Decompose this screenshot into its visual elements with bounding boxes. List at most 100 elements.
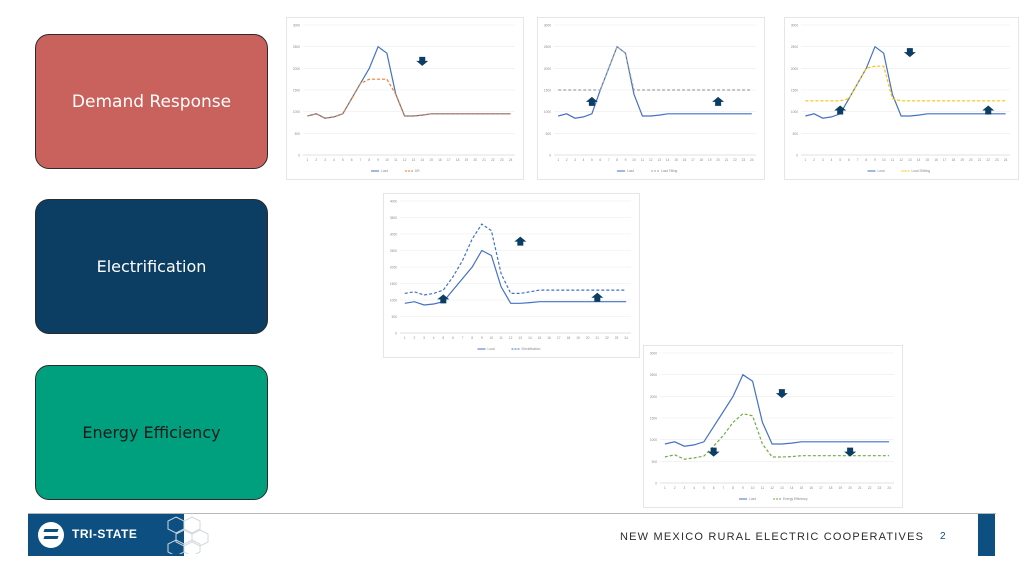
x-tick-label: 21	[725, 158, 729, 162]
x-tick-label: 13	[908, 158, 912, 162]
x-tick-label: 19	[576, 336, 580, 340]
series-line	[805, 65, 1006, 102]
arrow-up-icon	[834, 105, 847, 115]
y-tick-label: 1500	[544, 89, 551, 93]
y-tick-label: 1000	[650, 438, 657, 442]
y-tick-label: 2000	[293, 67, 300, 71]
x-tick-label: 23	[995, 158, 999, 162]
legend-label: Energy Efficiency	[783, 497, 808, 501]
x-tick-label: 8	[368, 158, 370, 162]
x-tick-label: 22	[491, 158, 495, 162]
series-line	[664, 373, 890, 447]
x-tick-label: 23	[500, 158, 504, 162]
x-tick-label: 14	[528, 336, 532, 340]
x-tick-label: 17	[557, 336, 561, 340]
x-tick-label: 2	[414, 336, 416, 340]
x-tick-label: 11	[761, 486, 765, 490]
x-tick-label: 21	[858, 486, 862, 490]
x-tick-label: 9	[481, 336, 483, 340]
x-tick-label: 23	[742, 158, 746, 162]
electrification-label: Electrification	[96, 257, 207, 276]
y-tick-label: 1500	[390, 282, 397, 286]
x-tick-label: 8	[865, 158, 867, 162]
x-tick-label: 1	[307, 158, 309, 162]
x-tick-label: 14	[666, 158, 670, 162]
x-tick-label: 18	[829, 486, 833, 490]
x-tick-label: 14	[790, 486, 794, 490]
x-tick-label: 22	[733, 158, 737, 162]
y-tick-label: 2500	[650, 373, 657, 377]
series-line	[307, 78, 511, 119]
arrow-up-icon	[712, 96, 725, 106]
x-tick-label: 19	[839, 486, 843, 490]
x-tick-label: 7	[360, 158, 362, 162]
x-tick-label: 6	[599, 158, 601, 162]
x-tick-label: 24	[887, 486, 891, 490]
series-line	[558, 45, 752, 91]
x-tick-label: 2	[674, 486, 676, 490]
electrification-box[interactable]: Electrification	[35, 199, 268, 334]
x-tick-label: 15	[429, 158, 433, 162]
x-tick-label: 1	[557, 158, 559, 162]
x-tick-label: 17	[943, 158, 947, 162]
y-tick-label: 0	[298, 154, 300, 158]
x-tick-label: 7	[722, 486, 724, 490]
organization-name: NEW MEXICO RURAL ELECTRIC COOPERATIVES	[620, 531, 925, 543]
x-tick-label: 9	[874, 158, 876, 162]
x-tick-label: 9	[377, 158, 379, 162]
x-tick-label: 16	[683, 158, 687, 162]
x-tick-label: 15	[674, 158, 678, 162]
x-tick-label: 16	[809, 486, 813, 490]
y-tick-label: 500	[793, 132, 799, 136]
legend-label: Electrification	[522, 347, 541, 351]
y-tick-label: 1500	[650, 417, 657, 421]
x-tick-label: 7	[608, 158, 610, 162]
x-tick-label: 6	[351, 158, 353, 162]
legend-label: Load	[488, 347, 495, 351]
x-tick-label: 2	[566, 158, 568, 162]
y-tick-label: 500	[295, 132, 301, 136]
x-tick-label: 6	[713, 486, 715, 490]
x-tick-label: 13	[519, 336, 523, 340]
y-tick-label: 0	[395, 332, 397, 336]
demand-response-label: Demand Response	[71, 91, 232, 112]
x-tick-label: 22	[986, 158, 990, 162]
y-tick-label: 1000	[791, 110, 798, 114]
x-tick-label: 16	[934, 158, 938, 162]
x-tick-label: 5	[591, 158, 593, 162]
y-tick-label: 1000	[390, 299, 397, 303]
x-tick-label: 11	[891, 158, 895, 162]
arrow-down-icon	[707, 447, 720, 457]
x-tick-label: 7	[857, 158, 859, 162]
x-tick-label: 11	[499, 336, 503, 340]
x-tick-label: 12	[403, 158, 407, 162]
footer-accent-bar	[978, 514, 995, 556]
y-tick-label: 3000	[390, 233, 397, 237]
x-tick-label: 17	[691, 158, 695, 162]
electrification-chart: 0 500 1000 1500 2000 2500 3000 3500 4000 1 2 3 4 5 6 7 8…	[383, 193, 640, 358]
x-tick-label: 16	[438, 158, 442, 162]
x-tick-label: 11	[641, 158, 645, 162]
x-tick-label: 11	[394, 158, 398, 162]
footer-divider	[28, 513, 996, 514]
x-tick-label: 20	[848, 486, 852, 490]
energy-efficiency-box[interactable]: Energy Efficiency	[35, 365, 268, 500]
x-tick-label: 23	[878, 486, 882, 490]
y-tick-label: 3000	[293, 24, 300, 28]
legend-label: Load	[878, 169, 885, 173]
energy-efficiency-label: Energy Efficiency	[82, 423, 221, 442]
series-line	[307, 45, 511, 119]
x-tick-label: 20	[969, 158, 973, 162]
tri-state-logo: TRI-STATE	[28, 514, 209, 556]
x-tick-label: 21	[596, 336, 600, 340]
legend-label: Load	[749, 497, 756, 501]
x-tick-label: 17	[819, 486, 823, 490]
x-tick-label: 14	[420, 158, 424, 162]
y-tick-label: 2500	[544, 45, 551, 49]
demand-response-box[interactable]: Demand Response	[35, 34, 268, 169]
x-tick-label: 21	[978, 158, 982, 162]
x-tick-label: 3	[822, 158, 824, 162]
